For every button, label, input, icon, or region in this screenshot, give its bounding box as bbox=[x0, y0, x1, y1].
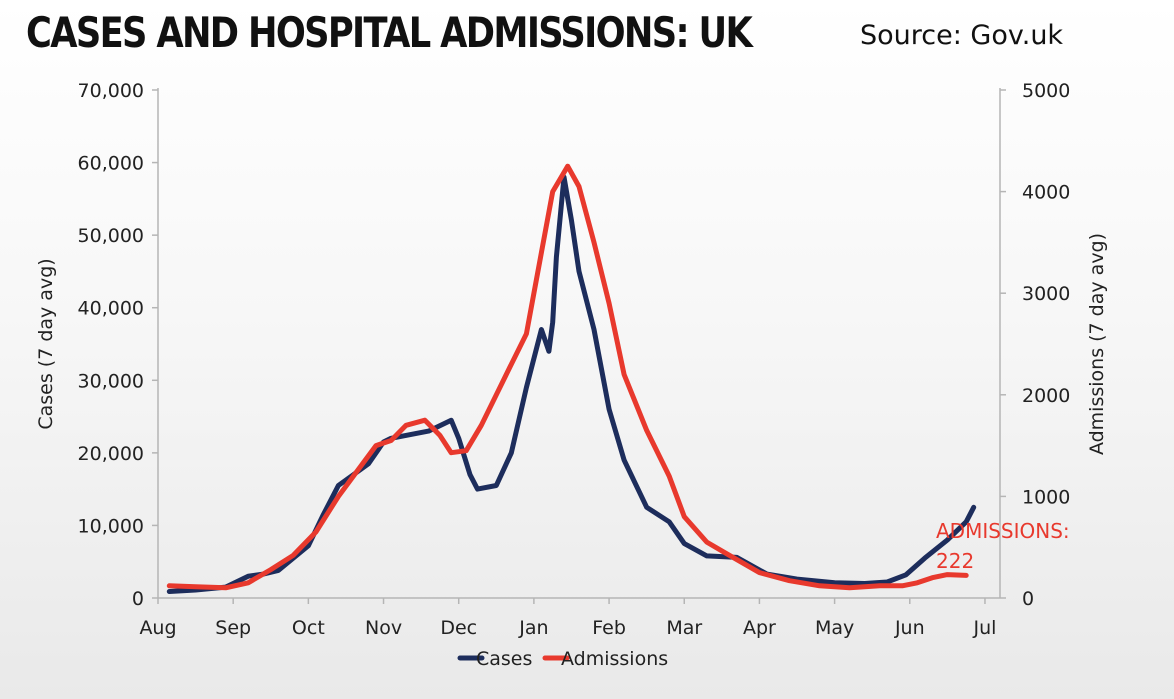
y2-tick-label: 5000 bbox=[1022, 80, 1070, 102]
label-layer: Cases (7 day avg) Admissions (7 day avg) A… bbox=[35, 233, 1108, 670]
source-label: Source: Gov.uk bbox=[860, 20, 1064, 51]
x-tick-label: Sep bbox=[215, 617, 251, 639]
x-tick-label: Mar bbox=[666, 617, 702, 639]
legend-label-cases: Cases bbox=[476, 648, 532, 670]
y-tick-label: 10,000 bbox=[78, 515, 144, 537]
y-tick-label: 70,000 bbox=[78, 80, 144, 102]
axes-layer: 0 10,000 20,000 30,000 40,000 50,000 60,000 70,… bbox=[78, 80, 1071, 639]
x-tick-label: Dec bbox=[440, 617, 477, 639]
y2-axis-title: Admissions (7 day avg) bbox=[1086, 233, 1108, 455]
admissions-annotation-value: 222 bbox=[936, 549, 974, 573]
y2-tick-label: 3000 bbox=[1022, 283, 1070, 305]
y-tick-label: 50,000 bbox=[78, 225, 144, 247]
series-line-cases bbox=[166, 174, 977, 594]
y-tick-label: 40,000 bbox=[78, 298, 144, 320]
y-tick-label: 20,000 bbox=[78, 443, 144, 465]
y-tick-label: 0 bbox=[132, 588, 144, 610]
y2-tick-label: 4000 bbox=[1022, 182, 1070, 204]
x-tick-label: Jun bbox=[894, 617, 925, 639]
admissions-annotation-label: ADMISSIONS: bbox=[936, 519, 1070, 543]
x-tick-label: Jul bbox=[972, 617, 996, 639]
series-layer bbox=[166, 163, 977, 594]
x-tick-label: May bbox=[815, 617, 854, 639]
series-line-admissions bbox=[166, 163, 969, 591]
y-tick-label: 30,000 bbox=[78, 370, 144, 392]
x-tick-label: Aug bbox=[139, 617, 176, 639]
x-tick-label: Nov bbox=[365, 617, 402, 639]
x-tick-label: Feb bbox=[592, 617, 626, 639]
legend-label-admissions: Admissions bbox=[561, 648, 668, 670]
y-axis-title: Cases (7 day avg) bbox=[35, 258, 57, 429]
x-tick-label: Oct bbox=[292, 617, 325, 639]
y2-tick-label: 1000 bbox=[1022, 486, 1070, 508]
y-tick-label: 60,000 bbox=[78, 153, 144, 175]
x-tick-label: Apr bbox=[743, 617, 776, 639]
y2-tick-label: 2000 bbox=[1022, 385, 1070, 407]
x-tick-label: Jan bbox=[518, 617, 548, 639]
y2-tick-label: 0 bbox=[1022, 588, 1034, 610]
page-title: CASES AND HOSPITAL ADMISSIONS: UK bbox=[26, 8, 753, 57]
